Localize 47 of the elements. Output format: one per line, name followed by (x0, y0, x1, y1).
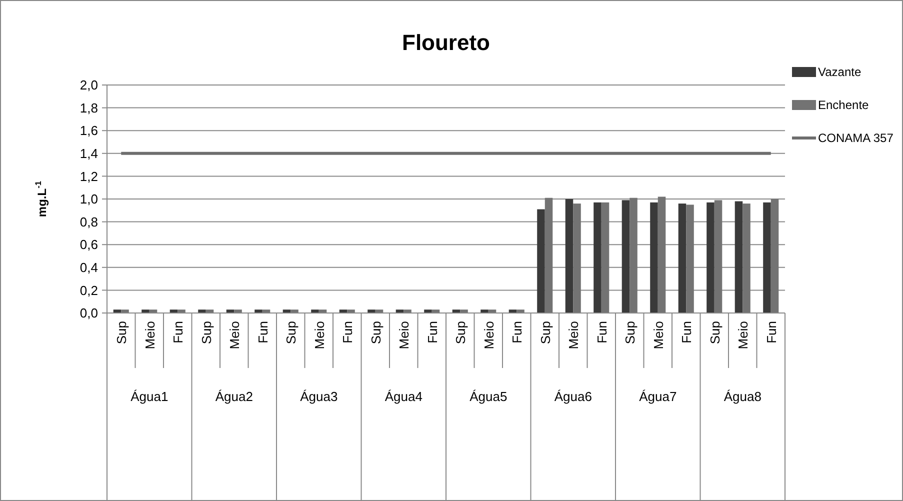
x-tick-label: Meio (566, 321, 582, 350)
text: Água8 (724, 389, 762, 404)
x-tick-label: Fun (510, 321, 525, 344)
x-tick-label: Meio (481, 321, 496, 350)
x-tick-label: Sup (453, 321, 468, 344)
x-tick-label: Meio (227, 321, 242, 350)
text: Água3 (300, 389, 338, 404)
text: Água7 (639, 389, 677, 404)
x-tick-label: Sup (284, 321, 299, 344)
legend-label: Enchente (818, 98, 870, 112)
x-tick-label: Fun (255, 321, 270, 344)
y-tick-label: 1,6 (80, 123, 98, 138)
y-tick-label: 0,6 (80, 237, 98, 252)
y-tick-label: 1,2 (80, 168, 98, 184)
legend-label: CONAMA 357 (818, 131, 894, 146)
x-tick-label: Sup (707, 321, 722, 344)
text: Água6 (554, 389, 592, 404)
y-tick-label: 1,0 (80, 192, 98, 207)
text: Água2 (215, 389, 253, 404)
x-tick-label: Meio (736, 321, 751, 350)
text: Água4 (384, 389, 422, 404)
y-tick-label: 0,0 (80, 306, 98, 321)
x-tick-label: Fun (764, 321, 779, 344)
x-tick-label: Meio (396, 321, 412, 350)
x-tick-label: Fun (170, 321, 186, 344)
text: Água5 (470, 389, 508, 404)
x-tick-label: Fun (340, 321, 356, 344)
y-tick-label: 0,8 (80, 214, 98, 230)
x-tick-label: Sup (622, 321, 638, 344)
x-tick-label: Meio (142, 321, 158, 350)
chart-title: Floureto (402, 30, 490, 55)
x-tick-label: Sup (114, 321, 130, 344)
x-tick-label: Fun (594, 321, 610, 344)
text: Água1 (130, 389, 168, 404)
x-tick-label: Sup (368, 321, 384, 344)
y-tick-label: 0,4 (80, 260, 98, 275)
x-tick-label: Sup (538, 321, 553, 344)
y-tick-label: 1,8 (80, 100, 98, 116)
legend-label: Vazante (818, 65, 862, 80)
x-tick-label: Sup (198, 321, 214, 344)
x-tick-label: Fun (679, 321, 694, 344)
x-tick-label: Fun (424, 321, 440, 344)
x-tick-label: Meio (312, 321, 327, 350)
y-tick-label: 2,0 (80, 78, 98, 93)
y-tick-label: 0,2 (80, 282, 98, 298)
x-tick-label: Meio (650, 321, 666, 350)
y-tick-label: 1,4 (80, 146, 98, 161)
